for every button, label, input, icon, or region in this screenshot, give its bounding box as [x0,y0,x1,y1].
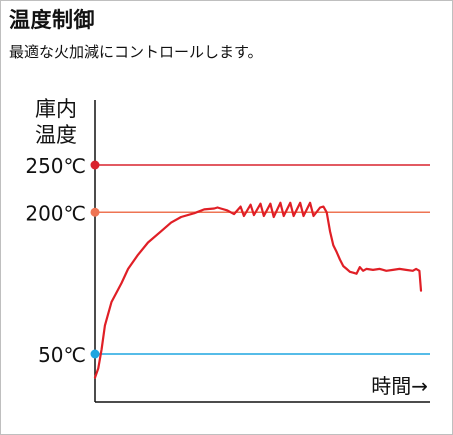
x-axis-label: 時間→ [371,374,428,398]
reference-marker-50 [90,349,100,359]
reference-lines: 250℃ 200℃ 50℃ [25,154,430,367]
y-axis-label-line1: 庫内 [35,97,77,121]
temperature-series-line [93,201,423,379]
reference-label-50: 50℃ [38,343,86,367]
reference-marker-250 [90,160,100,170]
page-subtitle: 最適な火加減にコントロールします。 [9,43,263,61]
page-title: 温度制御 [9,8,95,32]
reference-marker-200 [90,207,100,217]
y-axis-label-line2: 温度 [35,123,77,147]
reference-markers [90,160,100,359]
reference-label-200: 200℃ [25,201,86,225]
reference-label-250: 250℃ [25,154,86,178]
